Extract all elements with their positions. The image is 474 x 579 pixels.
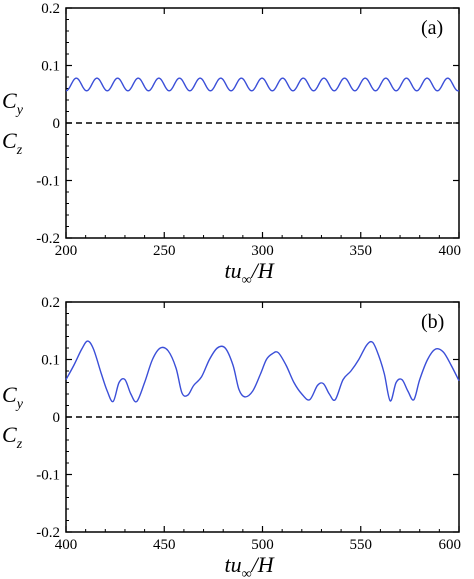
- panel-a-ylabel-cz: Cz: [2, 128, 23, 158]
- panel-b-y-tick-label: 0.2: [41, 295, 60, 311]
- panel-a-x-tick-label: 400: [439, 243, 462, 259]
- panel-a-y-tick-label: 0.2: [41, 1, 60, 17]
- panel-a-x-tick-label: 350: [350, 243, 373, 259]
- panel-b-series-line: [65, 340, 460, 403]
- panel-a-x-tick-label: 250: [153, 243, 176, 259]
- panel-a-label: (a): [421, 17, 443, 39]
- panel-b-ylabel-cy: Cy: [2, 382, 24, 412]
- panel-b-x-tick-label: 500: [251, 537, 274, 553]
- panel-b-y-tick-label: 0.1: [41, 353, 60, 369]
- panel-b-ylabel-cz: Cz: [2, 422, 23, 452]
- panel-b-x-tick-label: 450: [153, 537, 176, 553]
- panel-b-x-tick-label: 600: [439, 537, 462, 553]
- panel-b-y-tick-label: -0.1: [36, 468, 60, 484]
- panel-a-y-tick-label: -0.1: [36, 174, 60, 190]
- panel-b-xlabel: tu∞/H: [225, 552, 275, 579]
- panel-a-y-tick-label: 0: [53, 116, 61, 132]
- panel-a-ylabel-cy: Cy: [2, 88, 24, 118]
- panel-b-label: (b): [421, 311, 444, 333]
- panel-a-xlabel: tu∞/H: [225, 258, 275, 288]
- panel-a-series-line: [65, 77, 460, 92]
- panel-a-y-tick-label: 0.1: [41, 59, 60, 75]
- panel-b-x-tick-label: 400: [55, 537, 78, 553]
- panel-b-y-tick-label: -0.2: [36, 525, 60, 541]
- panel-a-x-tick-label: 200: [55, 243, 78, 259]
- panel-a-ticks: 200 250 300 350 400 -0.2 -0.1 0 0.1 0.2: [36, 1, 461, 259]
- panel-b-x-tick-label: 550: [350, 537, 373, 553]
- panel-a: 200 250 300 350 400 -0.2 -0.1 0 0.1 0.2 (a) Cy Cz…: [2, 1, 461, 288]
- panel-a-y-tick-label: -0.2: [36, 231, 60, 247]
- panel-a-x-tick-label: 300: [251, 243, 274, 259]
- panel-b-y-tick-label: 0: [53, 410, 61, 426]
- panel-b-ticks: 400 450 500 550 600 -0.2 -0.1 0 0.1 0.2: [36, 295, 461, 553]
- panel-b: 400 450 500 550 600 -0.2 -0.1 0 0.1 0.2 (b) Cy Cz…: [2, 295, 461, 579]
